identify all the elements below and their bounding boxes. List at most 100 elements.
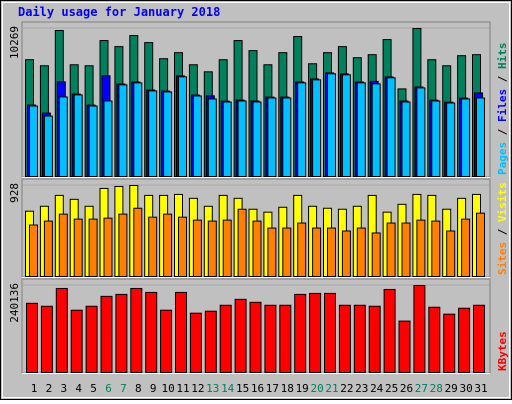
- x-tick-label: 20: [310, 382, 323, 395]
- bar: [356, 82, 366, 177]
- bar: [458, 307, 471, 373]
- x-tick-label: 22: [340, 382, 353, 395]
- x-tick-label: 1: [31, 382, 38, 395]
- legend-separator: /: [496, 222, 509, 242]
- bar: [145, 291, 158, 374]
- legend-separator: /: [496, 122, 509, 142]
- bar: [234, 298, 247, 373]
- bar: [327, 73, 336, 177]
- x-tick-label: 21: [325, 382, 338, 395]
- x-tick-label: 16: [251, 382, 264, 395]
- bar: [133, 207, 143, 277]
- bar: [401, 222, 411, 277]
- bar: [327, 227, 336, 278]
- bar: [356, 227, 366, 278]
- bar: [103, 217, 113, 278]
- bar: [29, 105, 38, 177]
- y-tick-label: 240136: [8, 283, 21, 323]
- x-tick-label: 31: [474, 382, 487, 395]
- bar: [309, 292, 322, 373]
- x-tick-label: 30: [459, 382, 472, 395]
- bar: [446, 102, 456, 177]
- bar: [29, 224, 38, 278]
- x-tick-label: 9: [150, 382, 157, 395]
- bar: [192, 95, 202, 177]
- x-tick-label: 7: [120, 382, 127, 395]
- bar: [43, 115, 53, 177]
- x-tick-label: 8: [135, 382, 142, 395]
- x-tick-label: 15: [236, 382, 249, 395]
- bar: [148, 90, 158, 177]
- bar: [70, 309, 83, 374]
- x-tick-label: 4: [75, 382, 82, 395]
- bar: [189, 312, 202, 373]
- bar: [249, 301, 262, 374]
- bar: [100, 295, 113, 374]
- bar: [368, 305, 381, 374]
- bar: [192, 219, 202, 277]
- bar: [237, 100, 247, 177]
- bar: [85, 305, 98, 374]
- bar: [40, 305, 53, 374]
- bar: [386, 77, 396, 177]
- x-tick-label: 11: [176, 382, 189, 395]
- legend-entry: Pages: [496, 142, 509, 175]
- bar: [446, 230, 456, 277]
- bar: [413, 285, 426, 373]
- bar: [118, 213, 128, 277]
- bar: [178, 76, 187, 177]
- bar: [267, 227, 277, 278]
- legend-separator: /: [496, 69, 509, 89]
- bar: [416, 219, 426, 277]
- bar: [73, 218, 83, 278]
- bar: [297, 222, 307, 277]
- bar: [324, 292, 336, 373]
- bar: [431, 100, 441, 177]
- x-tick-label: 23: [355, 382, 368, 395]
- bar: [267, 97, 277, 177]
- bar: [386, 222, 396, 277]
- x-tick-label: 6: [105, 382, 112, 395]
- bar: [401, 101, 411, 177]
- x-tick-label: 26: [400, 382, 413, 395]
- bar: [222, 219, 232, 277]
- bar: [428, 306, 441, 374]
- bar: [178, 216, 187, 277]
- x-tick-label: 10: [161, 382, 174, 395]
- bar: [207, 98, 217, 177]
- bar: [252, 101, 262, 177]
- y-tick-label: 928: [8, 183, 21, 203]
- x-tick-label: 28: [430, 382, 443, 395]
- bar: [312, 227, 322, 278]
- x-tick-label: 17: [266, 382, 279, 395]
- bar: [163, 91, 173, 177]
- bar: [371, 83, 381, 177]
- legend: Pages / Files / Hits: [496, 43, 509, 176]
- x-tick-label: 24: [370, 382, 384, 395]
- bar: [443, 313, 456, 373]
- bar: [252, 220, 262, 277]
- bar: [58, 213, 68, 277]
- bar: [461, 218, 471, 278]
- bar: [175, 291, 187, 374]
- bar: [416, 87, 426, 177]
- bar: [148, 216, 158, 277]
- bar: [43, 220, 53, 277]
- legend-entry: Visits: [496, 182, 509, 222]
- bar: [133, 82, 143, 177]
- bar: [207, 220, 217, 277]
- bar: [88, 105, 98, 177]
- x-tick-label: 27: [415, 382, 428, 395]
- x-tick-label: 13: [206, 382, 219, 395]
- bar: [279, 304, 292, 373]
- bar: [58, 96, 68, 177]
- legend-entry: KBytes: [496, 331, 509, 371]
- x-tick-label: 18: [281, 382, 294, 395]
- y-tick-label: 10269: [8, 26, 21, 59]
- bar: [297, 82, 307, 177]
- bar: [118, 84, 128, 177]
- bar: [353, 304, 366, 373]
- bar: [163, 213, 173, 277]
- legend-entry: Sites: [496, 242, 509, 275]
- bar: [338, 304, 351, 373]
